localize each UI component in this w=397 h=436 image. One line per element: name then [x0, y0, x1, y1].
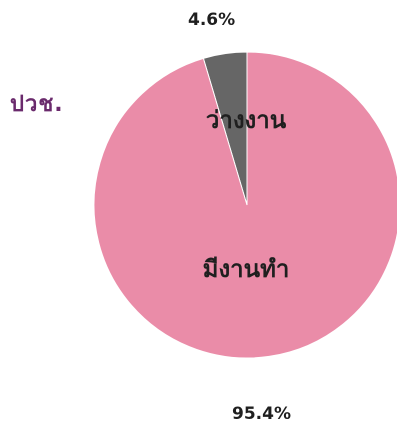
- slice-label-employed: มีงานทำ: [203, 255, 290, 283]
- chart-side-label: ปวช.: [10, 92, 64, 117]
- pie-slice-employed: [93, 51, 397, 359]
- slice-label-unemployed: ว่างงาน: [206, 106, 287, 134]
- slice-percent-employed: 95.4%: [232, 404, 291, 424]
- slice-percent-unemployed: 4.6%: [188, 10, 236, 30]
